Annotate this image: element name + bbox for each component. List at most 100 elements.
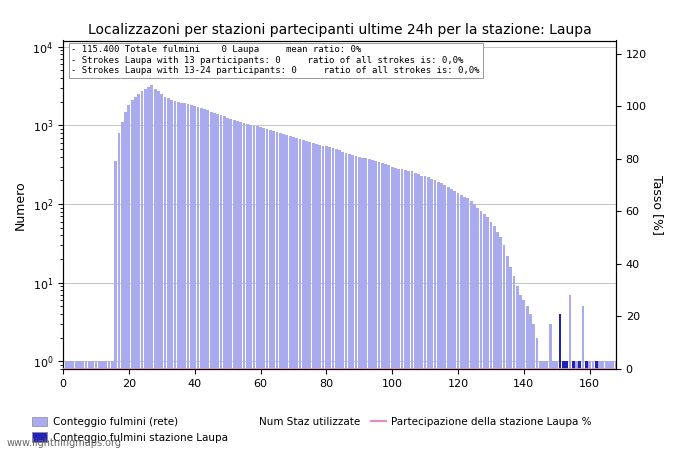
Bar [305, 141, 308, 450]
Bar [174, 101, 176, 450]
Bar [338, 150, 341, 450]
Bar [210, 112, 213, 450]
Bar [532, 324, 535, 450]
Bar [180, 103, 183, 450]
Bar [342, 152, 344, 450]
Bar [328, 148, 331, 450]
Bar [545, 361, 548, 450]
Bar [443, 185, 446, 450]
Bar [295, 138, 298, 450]
Bar [510, 267, 512, 450]
Bar [266, 129, 269, 450]
Bar [529, 314, 532, 450]
Bar [460, 194, 463, 450]
Bar [450, 189, 453, 450]
Bar [648, 361, 650, 450]
Bar [170, 100, 173, 450]
Bar [414, 173, 416, 450]
Bar [631, 361, 634, 450]
Bar [430, 179, 433, 450]
Bar [615, 361, 617, 450]
Bar [456, 193, 459, 450]
Bar [282, 134, 285, 450]
Bar [368, 159, 370, 450]
Bar [489, 221, 492, 450]
Bar [447, 187, 449, 450]
Bar [121, 122, 124, 450]
Bar [638, 361, 640, 450]
Bar [559, 314, 561, 450]
Bar [253, 126, 256, 450]
Bar [111, 361, 114, 450]
Bar [641, 361, 644, 450]
Bar [203, 109, 206, 450]
Bar [81, 361, 84, 450]
Bar [157, 91, 160, 450]
Bar [101, 361, 104, 450]
Bar [187, 104, 190, 450]
Bar [335, 149, 337, 450]
Bar [141, 91, 144, 450]
Bar [526, 306, 528, 450]
Bar [483, 214, 486, 450]
Bar [94, 361, 97, 450]
Bar [272, 131, 275, 450]
Bar [565, 361, 568, 450]
Bar [361, 158, 364, 450]
Bar [503, 245, 505, 450]
Bar [388, 166, 391, 450]
Bar [91, 361, 94, 450]
Bar [292, 137, 295, 450]
Bar [262, 128, 265, 450]
Bar [233, 120, 236, 450]
Bar [279, 133, 281, 450]
Bar [68, 361, 71, 450]
Bar [477, 207, 479, 450]
Bar [592, 361, 594, 450]
Bar [167, 99, 169, 450]
Bar [114, 161, 117, 450]
Bar [108, 361, 111, 450]
Bar [519, 295, 522, 450]
Bar [239, 122, 242, 450]
Bar [454, 191, 456, 450]
Bar [65, 361, 68, 450]
Bar [371, 160, 374, 450]
Bar [226, 118, 229, 450]
Text: - 115.400 Totale fulmini    0 Laupa     mean ratio: 0%
- Strokes Laupa with 13 p: - 115.400 Totale fulmini 0 Laupa mean ra… [71, 45, 480, 75]
Bar [480, 211, 482, 450]
Bar [463, 197, 466, 450]
Bar [555, 361, 558, 450]
Bar [440, 183, 443, 450]
Text: www.lightningmaps.org: www.lightningmaps.org [7, 438, 122, 448]
Bar [351, 155, 354, 450]
Bar [118, 133, 120, 450]
Bar [365, 158, 368, 450]
Bar [193, 106, 196, 450]
Bar [549, 324, 552, 450]
Bar [190, 105, 193, 450]
Bar [223, 117, 225, 450]
Bar [410, 171, 413, 450]
Bar [246, 124, 248, 450]
Bar [197, 107, 199, 450]
Bar [236, 121, 239, 450]
Bar [473, 204, 476, 450]
Bar [243, 123, 246, 450]
Bar [562, 361, 565, 450]
Bar [634, 361, 637, 450]
Bar [134, 97, 136, 450]
Bar [404, 170, 407, 450]
Bar [160, 94, 163, 450]
Bar [144, 89, 147, 450]
Legend: Conteggio fulmini (rete), Conteggio fulmini stazione Laupa, Num Staz utilizzate,: Conteggio fulmini (rete), Conteggio fulm… [32, 417, 592, 443]
Bar [147, 87, 150, 450]
Bar [344, 153, 347, 450]
Bar [384, 164, 387, 450]
Bar [256, 126, 258, 450]
Bar [611, 361, 614, 450]
Bar [628, 361, 631, 450]
Bar [400, 170, 403, 450]
Bar [424, 176, 426, 450]
Bar [466, 198, 469, 450]
